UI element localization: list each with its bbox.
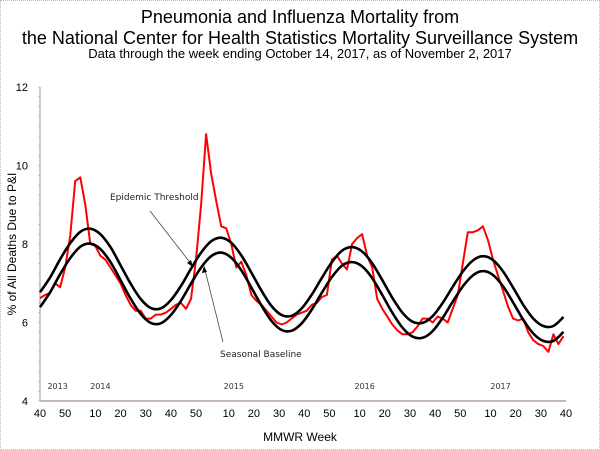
y-tick-label: 4 xyxy=(22,396,28,408)
x-tick-label: 40 xyxy=(34,408,46,420)
series-lines xyxy=(38,133,565,353)
x-tick-label: 10 xyxy=(484,408,496,420)
y-tick-label: 10 xyxy=(16,161,28,173)
pi-mortality-line xyxy=(39,133,565,353)
year-label: 2014 xyxy=(90,382,110,391)
y-tick-label: 12 xyxy=(16,82,28,94)
y-tick-label: 6 xyxy=(22,318,28,330)
x-axis-label: MMWR Week xyxy=(263,430,338,444)
chart-title-line2: the National Center for Health Statistic… xyxy=(21,28,579,48)
year-label: 2015 xyxy=(224,382,244,391)
annotations: Epidemic Threshold Seasonal Baseline xyxy=(110,193,302,360)
x-tick-label: 50 xyxy=(323,408,335,420)
y-axis-label: % of All Deaths Due to P&I xyxy=(5,173,19,316)
x-tick-label: 40 xyxy=(165,408,177,420)
x-tick-label: 30 xyxy=(404,408,416,420)
x-tick-label: 10 xyxy=(223,408,235,420)
x-tick-label: 20 xyxy=(114,408,126,420)
year-label: 2017 xyxy=(490,382,510,391)
x-tick-label: 40 xyxy=(560,408,572,420)
x-tick-label: 20 xyxy=(510,408,522,420)
epidemic-threshold-line xyxy=(38,227,565,329)
seasonal-baseline-label: Seasonal Baseline xyxy=(220,350,302,360)
y-tick-label: 8 xyxy=(22,239,28,251)
x-tick-label: 10 xyxy=(89,408,101,420)
seasonal-baseline-arrow xyxy=(204,269,224,343)
x-tick-label: 40 xyxy=(429,408,441,420)
x-tick-label: 30 xyxy=(273,408,285,420)
x-tick-label: 50 xyxy=(190,408,202,420)
year-label: 2013 xyxy=(47,382,67,391)
seasonal-baseline-line xyxy=(38,242,565,344)
year-label: 2016 xyxy=(354,382,374,391)
epidemic-threshold-arrowhead-icon xyxy=(187,260,193,267)
x-tick-label: 20 xyxy=(248,408,260,420)
epidemic-threshold-arrow xyxy=(149,210,193,266)
x-tick-label: 10 xyxy=(354,408,366,420)
chart-subtitle: Data through the week ending October 14,… xyxy=(88,46,512,61)
seasonal-baseline-arrowhead-icon xyxy=(202,266,207,273)
x-tick-label: 50 xyxy=(454,408,466,420)
chart-title: Pneumonia and Influenza Mortality from xyxy=(140,7,460,27)
x-tick-label: 50 xyxy=(59,408,71,420)
epidemic-threshold-label: Epidemic Threshold xyxy=(110,193,199,203)
x-tick-label: 40 xyxy=(298,408,310,420)
x-tick-label: 30 xyxy=(535,408,547,420)
x-tick-label: 30 xyxy=(140,408,152,420)
x-tick-label: 20 xyxy=(379,408,391,420)
axes: 4 6 8 10 12 40 50 10 20 30 40 50 10 20 30 40 50 10 20 30 40 5… xyxy=(16,82,572,420)
